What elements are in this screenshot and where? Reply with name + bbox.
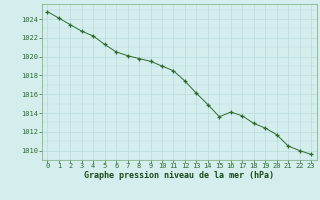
X-axis label: Graphe pression niveau de la mer (hPa): Graphe pression niveau de la mer (hPa) — [84, 171, 274, 180]
